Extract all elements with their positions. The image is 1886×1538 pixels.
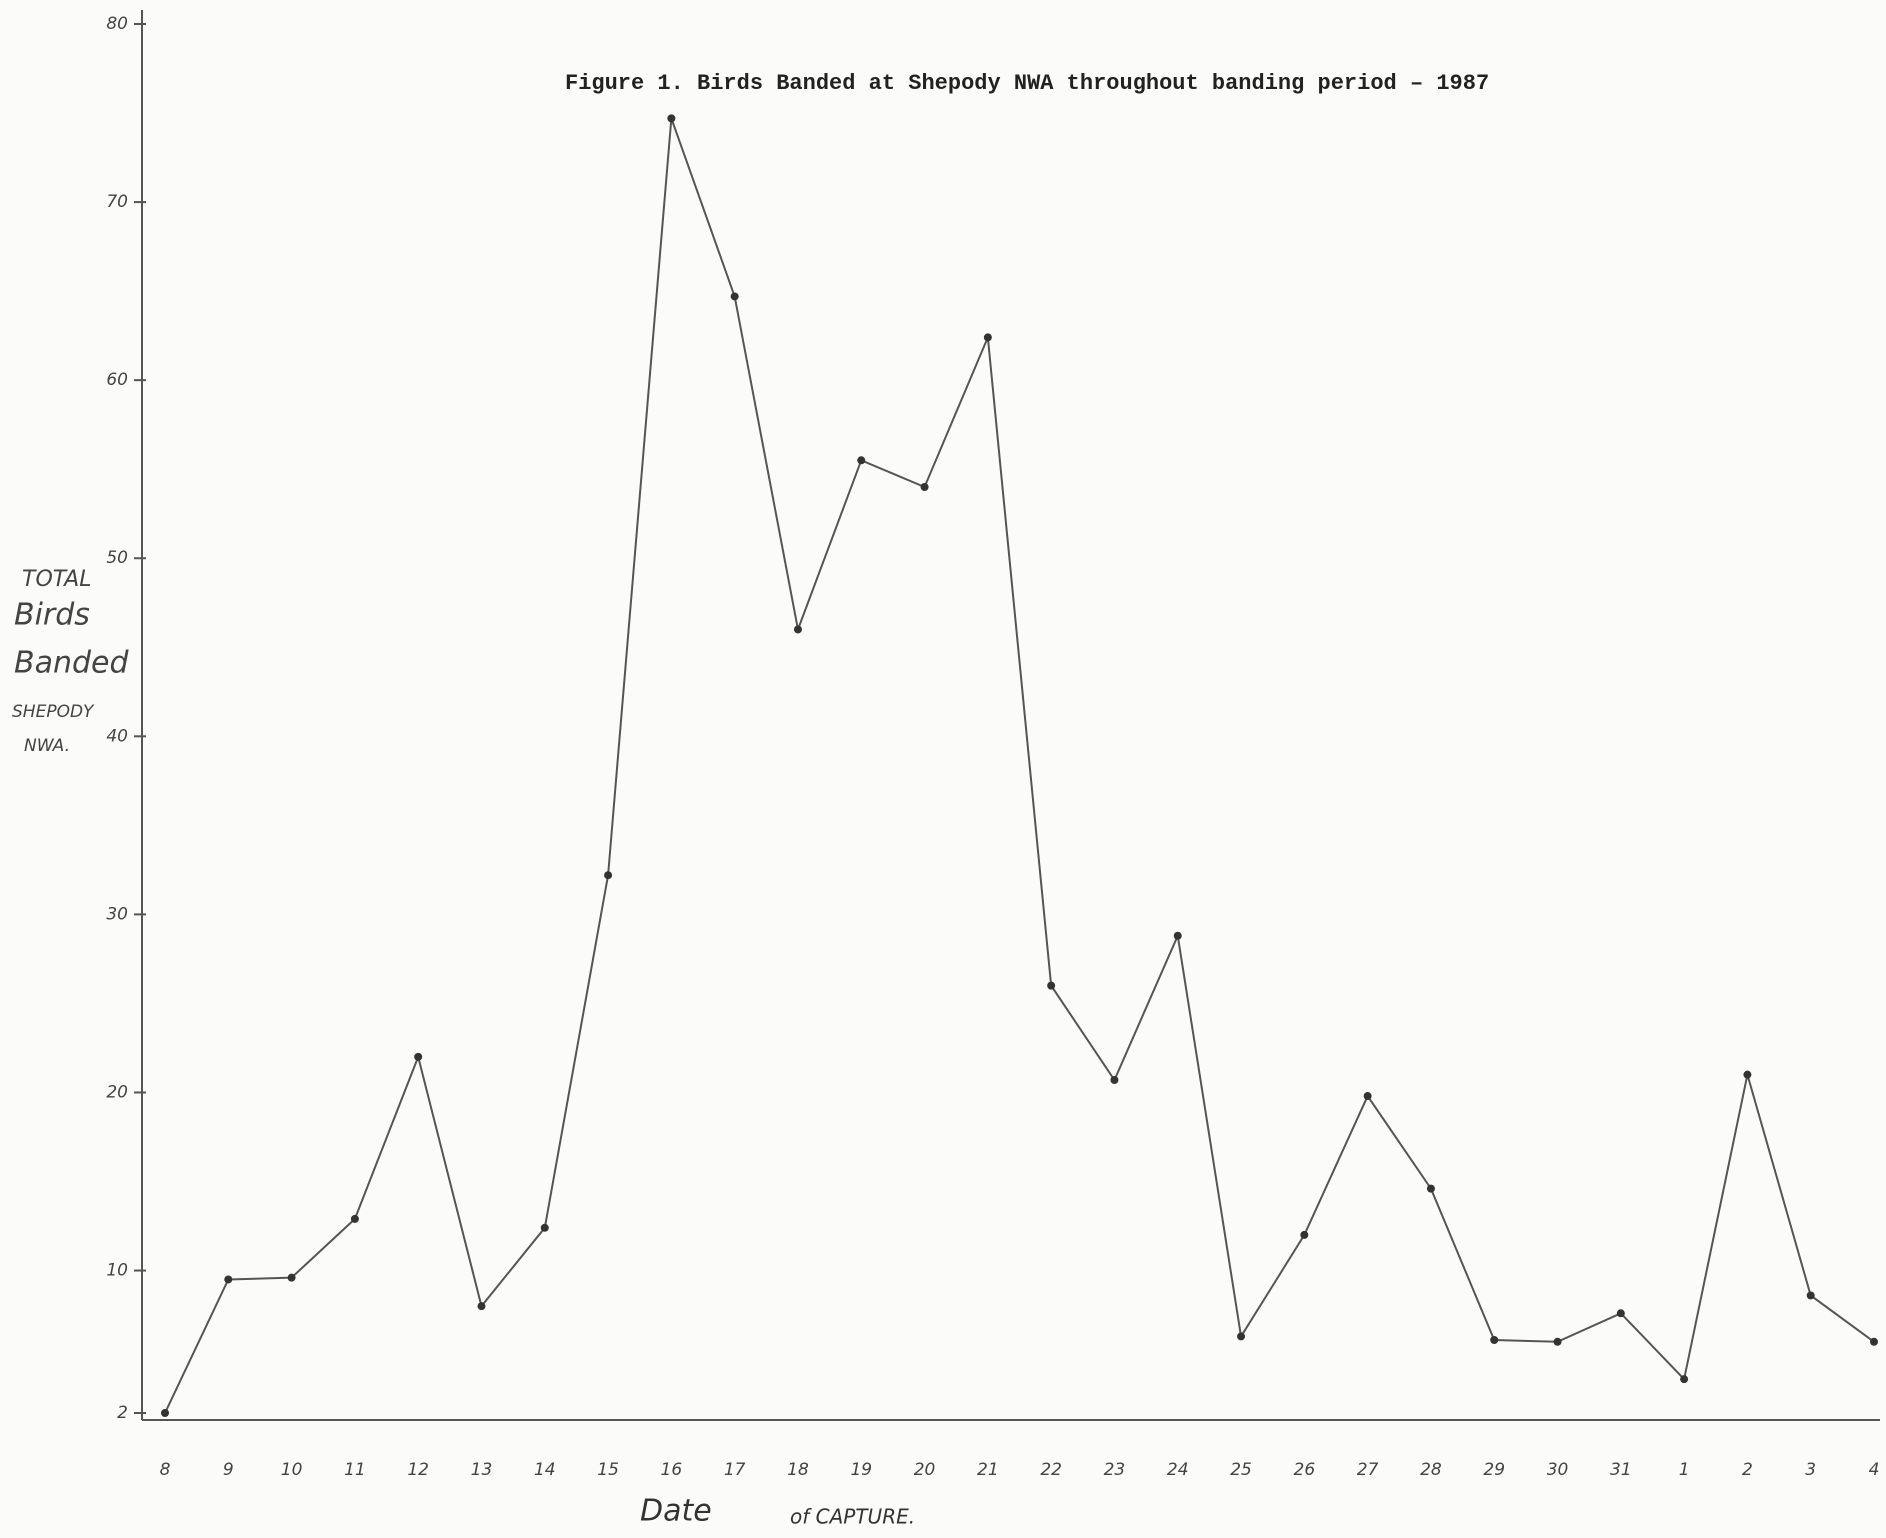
data-point <box>1743 1071 1751 1079</box>
x-tick-label: 9 <box>223 1460 234 1480</box>
x-tick-label: 15 <box>597 1460 619 1480</box>
y-tick-label: 30 <box>106 904 128 924</box>
data-point <box>1300 1231 1308 1239</box>
data-point <box>224 1275 232 1283</box>
x-tick-label: 13 <box>471 1460 493 1480</box>
x-tick-label: 8 <box>160 1460 171 1480</box>
y-label-line: Banded <box>14 646 129 681</box>
data-point <box>414 1053 422 1061</box>
data-point <box>984 333 992 341</box>
y-tick-label: 50 <box>106 548 128 568</box>
data-point <box>667 114 675 122</box>
x-tick-label: 21 <box>977 1460 999 1480</box>
y-tick-label: 80 <box>106 14 128 34</box>
data-point <box>857 456 865 464</box>
chart-title: Figure 1. Birds Banded at Shepody NWA th… <box>565 71 1489 96</box>
x-label: of CAPTURE. <box>790 1505 915 1529</box>
data-point <box>794 625 802 633</box>
x-tick-label: 30 <box>1547 1460 1569 1480</box>
x-tick-label: 27 <box>1357 1460 1379 1480</box>
data-point <box>288 1274 296 1282</box>
data-point <box>161 1409 169 1417</box>
x-tick-label: 4 <box>1869 1460 1880 1480</box>
data-point <box>1110 1076 1118 1084</box>
chart: Figure 1. Birds Banded at Shepody NWA th… <box>0 0 1886 1538</box>
x-tick-label: 14 <box>534 1460 556 1480</box>
data-point <box>604 871 612 879</box>
data-point <box>1237 1332 1245 1340</box>
y-tick-label: 60 <box>106 370 128 390</box>
x-tick-label: 16 <box>661 1460 683 1480</box>
data-point <box>1554 1338 1562 1346</box>
x-tick-label: 17 <box>724 1460 746 1480</box>
data-point <box>1680 1375 1688 1383</box>
y-label-line: Birds <box>14 598 90 633</box>
y-tick-label: 40 <box>106 726 128 746</box>
data-point <box>1427 1185 1435 1193</box>
x-tick-label: 11 <box>344 1460 366 1480</box>
data-point <box>731 292 739 300</box>
data-point <box>351 1215 359 1223</box>
x-tick-label: 18 <box>787 1460 809 1480</box>
x-tick-label: 20 <box>914 1460 936 1480</box>
x-tick-label: 31 <box>1610 1460 1632 1480</box>
x-tick-label: 23 <box>1104 1460 1126 1480</box>
data-point <box>1047 982 1055 990</box>
y-tick-label: 2 <box>117 1403 128 1423</box>
x-tick-label: 3 <box>1805 1460 1816 1480</box>
y-label-line: TOTAL <box>22 567 91 592</box>
x-tick-label: 28 <box>1420 1460 1442 1480</box>
x-tick-label: 29 <box>1483 1460 1505 1480</box>
data-point <box>1364 1092 1372 1100</box>
y-tick-label: 10 <box>106 1261 128 1281</box>
x-tick-label: 2 <box>1742 1460 1753 1480</box>
x-tick-label: 1 <box>1679 1460 1690 1480</box>
x-label: Date <box>640 1494 712 1529</box>
data-point <box>921 483 929 491</box>
y-tick-label: 70 <box>106 192 128 212</box>
x-tick-label: 22 <box>1040 1460 1062 1480</box>
x-tick-label: 25 <box>1230 1460 1252 1480</box>
data-point <box>477 1302 485 1310</box>
y-label-line: NWA. <box>24 736 70 756</box>
x-tick-label: 10 <box>281 1460 303 1480</box>
y-label-line: SHEPODY <box>12 702 95 722</box>
x-tick-label: 19 <box>850 1460 872 1480</box>
x-tick-label: 12 <box>407 1460 429 1480</box>
data-point <box>1807 1291 1815 1299</box>
data-point <box>541 1224 549 1232</box>
x-tick-label: 26 <box>1294 1460 1316 1480</box>
data-point <box>1174 932 1182 940</box>
data-point <box>1870 1338 1878 1346</box>
x-tick-label: 24 <box>1167 1460 1189 1480</box>
y-tick-label: 20 <box>106 1082 128 1102</box>
data-line <box>165 118 1874 1413</box>
data-point <box>1617 1309 1625 1317</box>
data-point <box>1490 1336 1498 1344</box>
